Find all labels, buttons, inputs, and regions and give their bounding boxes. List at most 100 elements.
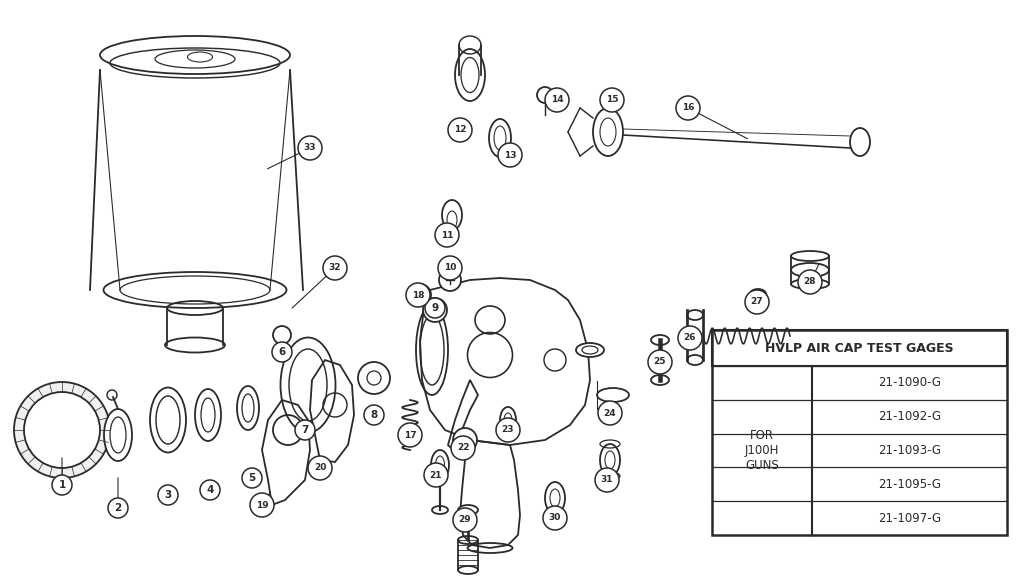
Text: 32: 32 bbox=[329, 263, 341, 272]
Circle shape bbox=[438, 256, 462, 280]
Circle shape bbox=[745, 290, 769, 314]
Circle shape bbox=[435, 223, 459, 247]
Circle shape bbox=[439, 269, 461, 291]
Ellipse shape bbox=[104, 409, 132, 461]
Text: 4: 4 bbox=[206, 485, 214, 495]
Ellipse shape bbox=[550, 489, 560, 507]
Ellipse shape bbox=[195, 389, 221, 441]
Ellipse shape bbox=[651, 335, 669, 345]
Text: 13: 13 bbox=[504, 150, 516, 160]
Ellipse shape bbox=[545, 482, 565, 514]
Circle shape bbox=[678, 326, 702, 350]
Circle shape bbox=[398, 423, 422, 447]
Ellipse shape bbox=[431, 450, 449, 480]
Ellipse shape bbox=[461, 58, 479, 93]
Text: 10: 10 bbox=[443, 263, 456, 272]
Ellipse shape bbox=[435, 456, 444, 474]
Circle shape bbox=[496, 418, 520, 442]
Circle shape bbox=[600, 88, 624, 112]
Circle shape bbox=[409, 284, 431, 306]
Ellipse shape bbox=[605, 451, 615, 469]
Ellipse shape bbox=[242, 394, 254, 422]
Text: 16: 16 bbox=[682, 104, 694, 112]
Circle shape bbox=[543, 506, 567, 530]
Ellipse shape bbox=[593, 108, 623, 156]
Text: 3: 3 bbox=[165, 490, 172, 500]
Text: 7: 7 bbox=[301, 425, 308, 435]
Text: 21-1092-G: 21-1092-G bbox=[878, 410, 941, 423]
Ellipse shape bbox=[201, 398, 215, 432]
Text: 22: 22 bbox=[457, 444, 469, 453]
Circle shape bbox=[52, 475, 72, 495]
Text: 33: 33 bbox=[304, 143, 316, 153]
Text: 21-1093-G: 21-1093-G bbox=[878, 444, 941, 457]
Circle shape bbox=[14, 382, 110, 478]
Circle shape bbox=[323, 256, 347, 280]
Text: FOR
J100H
GUNS: FOR J100H GUNS bbox=[744, 429, 779, 472]
Bar bbox=[712, 330, 1007, 366]
Circle shape bbox=[367, 371, 381, 385]
Circle shape bbox=[200, 480, 220, 500]
Text: 31: 31 bbox=[601, 476, 613, 484]
Circle shape bbox=[308, 456, 332, 480]
Text: 21-1097-G: 21-1097-G bbox=[878, 511, 941, 525]
Text: 27: 27 bbox=[751, 297, 763, 306]
Text: 18: 18 bbox=[412, 290, 424, 300]
Ellipse shape bbox=[600, 444, 620, 476]
Circle shape bbox=[242, 468, 262, 488]
Text: 20: 20 bbox=[313, 464, 327, 472]
Text: 15: 15 bbox=[606, 96, 618, 104]
Text: 23: 23 bbox=[502, 426, 514, 434]
Circle shape bbox=[108, 498, 128, 518]
Circle shape bbox=[364, 405, 384, 425]
Ellipse shape bbox=[442, 200, 462, 230]
Circle shape bbox=[295, 420, 315, 440]
Circle shape bbox=[272, 342, 292, 362]
Ellipse shape bbox=[289, 349, 327, 421]
Ellipse shape bbox=[432, 506, 449, 514]
Circle shape bbox=[453, 428, 477, 452]
Ellipse shape bbox=[237, 386, 259, 430]
Ellipse shape bbox=[791, 263, 829, 277]
Ellipse shape bbox=[281, 338, 336, 433]
Ellipse shape bbox=[791, 251, 829, 261]
Circle shape bbox=[798, 270, 822, 294]
Circle shape bbox=[423, 298, 447, 322]
Ellipse shape bbox=[458, 505, 478, 515]
Ellipse shape bbox=[504, 413, 512, 427]
Ellipse shape bbox=[156, 396, 180, 444]
Ellipse shape bbox=[600, 118, 616, 146]
Ellipse shape bbox=[455, 49, 485, 101]
Text: 21: 21 bbox=[430, 471, 442, 479]
Text: 5: 5 bbox=[249, 473, 256, 483]
Text: 6: 6 bbox=[279, 347, 286, 357]
Circle shape bbox=[358, 362, 390, 394]
Circle shape bbox=[453, 508, 477, 532]
Ellipse shape bbox=[500, 407, 516, 433]
Text: 11: 11 bbox=[440, 230, 454, 240]
Ellipse shape bbox=[494, 126, 506, 150]
Text: 26: 26 bbox=[684, 334, 696, 343]
Ellipse shape bbox=[597, 388, 629, 402]
Circle shape bbox=[676, 96, 700, 120]
Ellipse shape bbox=[489, 119, 511, 157]
Ellipse shape bbox=[110, 417, 126, 453]
Circle shape bbox=[498, 143, 522, 167]
Bar bbox=[712, 330, 1007, 535]
Ellipse shape bbox=[582, 346, 598, 354]
Circle shape bbox=[451, 436, 475, 460]
Text: 17: 17 bbox=[403, 430, 417, 439]
Text: 14: 14 bbox=[551, 96, 563, 104]
Circle shape bbox=[648, 350, 672, 374]
Circle shape bbox=[298, 136, 322, 160]
Circle shape bbox=[24, 392, 100, 468]
Ellipse shape bbox=[447, 211, 457, 229]
Circle shape bbox=[545, 88, 569, 112]
Text: 21-1095-G: 21-1095-G bbox=[878, 478, 941, 491]
Text: 12: 12 bbox=[454, 126, 466, 135]
Text: 30: 30 bbox=[549, 513, 561, 522]
Text: 19: 19 bbox=[256, 501, 268, 510]
Text: 9: 9 bbox=[431, 303, 438, 313]
Circle shape bbox=[595, 468, 618, 492]
Circle shape bbox=[406, 283, 430, 307]
